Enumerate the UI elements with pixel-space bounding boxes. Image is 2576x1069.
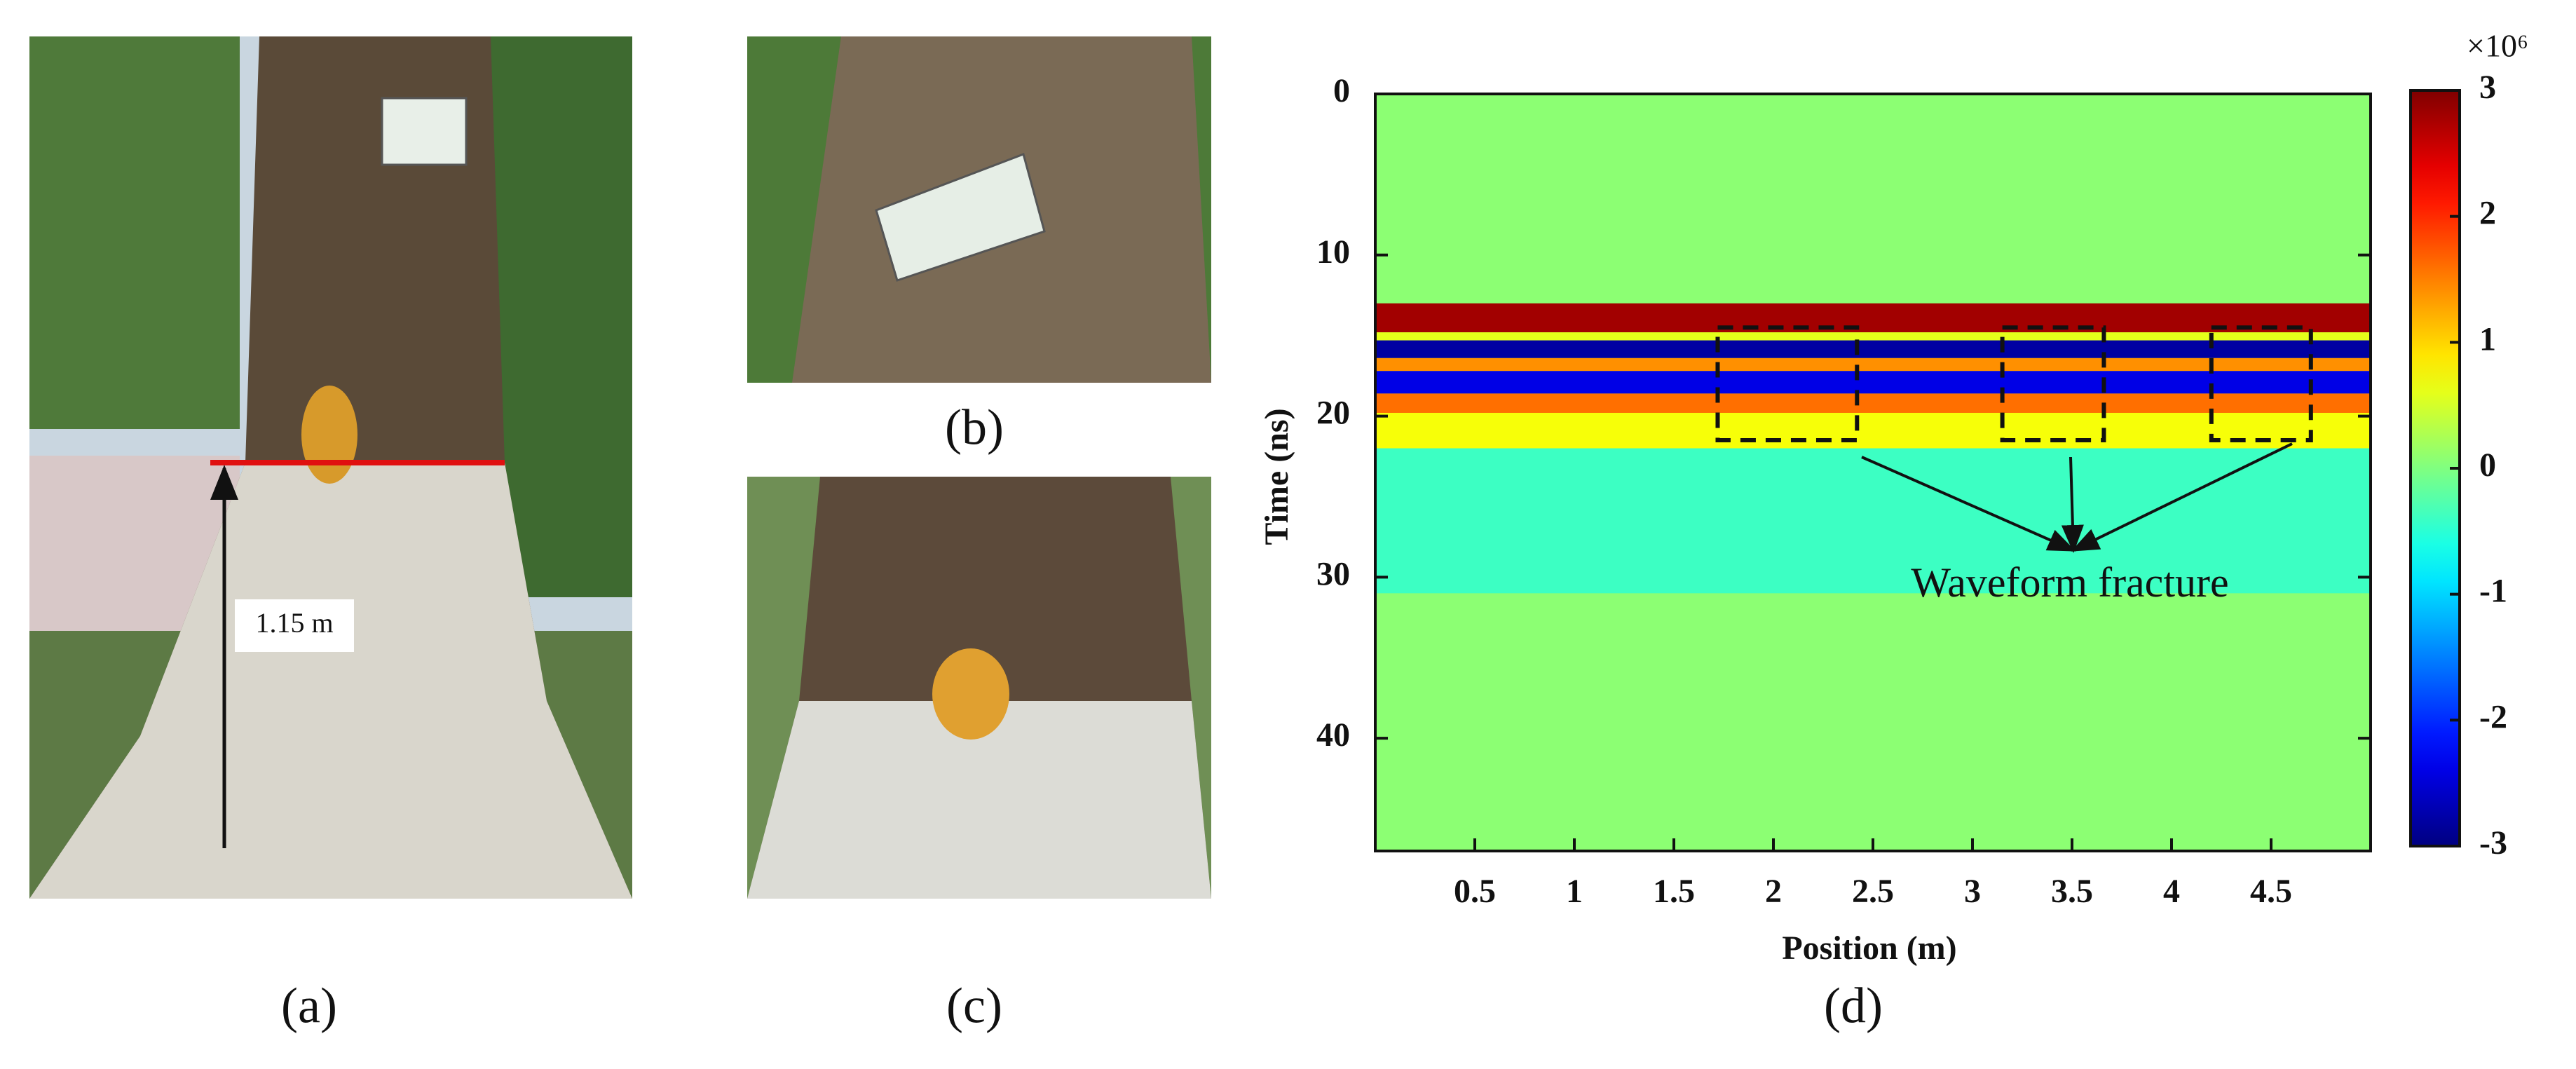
colorbar-tick-label: -2 [2479,698,2507,735]
annotation-arrow [2071,442,2293,552]
y-tick-label: 30 [1316,555,1350,592]
x-axis-label: Position (m) [1782,930,1956,967]
x-tick-label: 1 [1566,873,1583,910]
photo-c [747,477,1211,899]
x-tick-label: 0.5 [1454,873,1496,910]
reflection-layer [1375,448,2371,594]
reflection-layer [1375,340,2371,358]
photo-b [747,36,1211,383]
reflection-layer [1375,358,2371,372]
fracture-box [2209,325,2313,443]
panel-label: (a) [281,978,337,1034]
x-tick-label: 3 [1964,873,1981,910]
plot-area [1375,303,2371,594]
reflection-layer [1375,393,2371,413]
colorbar-tick-label: 3 [2479,69,2496,106]
panel-label: (d) [1824,978,1883,1034]
reflection-layer [1375,412,2371,449]
colorbar-tick-label: 1 [2479,320,2496,358]
y-tick-label: 40 [1316,716,1350,754]
reflection-layer [1375,371,2371,394]
x-tick-label: 4.5 [2250,873,2292,910]
reflection-layer [1375,332,2371,341]
colorbar-tick-label: 2 [2479,195,2496,232]
x-tick-label: 2 [1765,873,1782,910]
annotation: Waveform fracture [1911,559,2228,606]
reflection-layer [1375,303,2371,333]
y-tick-label: 20 [1316,395,1350,432]
annotation-arrow [1861,456,2076,552]
x-tick-label: 1.5 [1653,873,1695,910]
y-tick-label: 10 [1316,233,1350,271]
y-tick-label: 0 [1333,72,1350,109]
x-tick-label: 3.5 [2051,873,2093,910]
fracture-box [2000,325,2106,443]
colorbar-tick-label: 0 [2479,447,2496,484]
panel-label: (c) [946,978,1002,1034]
y-axis-label: Time (ns) [1258,408,1295,545]
photo-a [29,36,632,899]
x-tick-label: 2.5 [1852,873,1894,910]
colorbar-scale: ×10⁶ [2467,28,2528,64]
height-annotation: 1.15 m [255,607,333,639]
colorbar-tick-label: -1 [2479,573,2507,610]
x-tick-label: 4 [2163,873,2180,910]
colorbar-tick-label: -3 [2479,824,2507,862]
panel-label: (b) [945,400,1004,456]
